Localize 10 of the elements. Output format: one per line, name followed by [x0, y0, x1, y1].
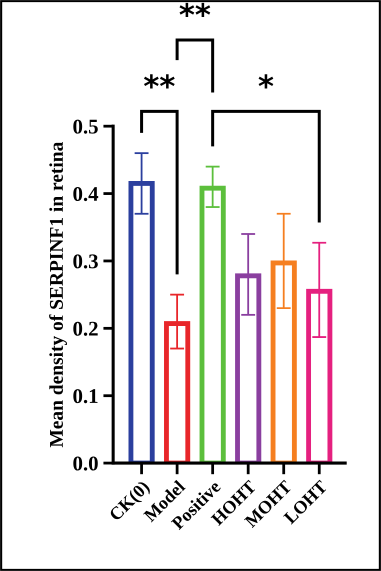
y-tick-label: 0.3: [73, 254, 98, 268]
y-tick-label: 0.4: [73, 186, 98, 202]
y-tick-label: 0.5: [73, 120, 98, 134]
y-tick-label: 0.2: [73, 322, 98, 336]
text: **: [144, 74, 175, 88]
y-tick-label: 0.1: [73, 389, 98, 404]
y-tick-label: 0.0: [73, 456, 98, 471]
text: **: [180, 2, 210, 18]
y-axis-title: Mean density of SERPINF1 in retina: [49, 142, 67, 448]
text: *: [258, 74, 274, 88]
